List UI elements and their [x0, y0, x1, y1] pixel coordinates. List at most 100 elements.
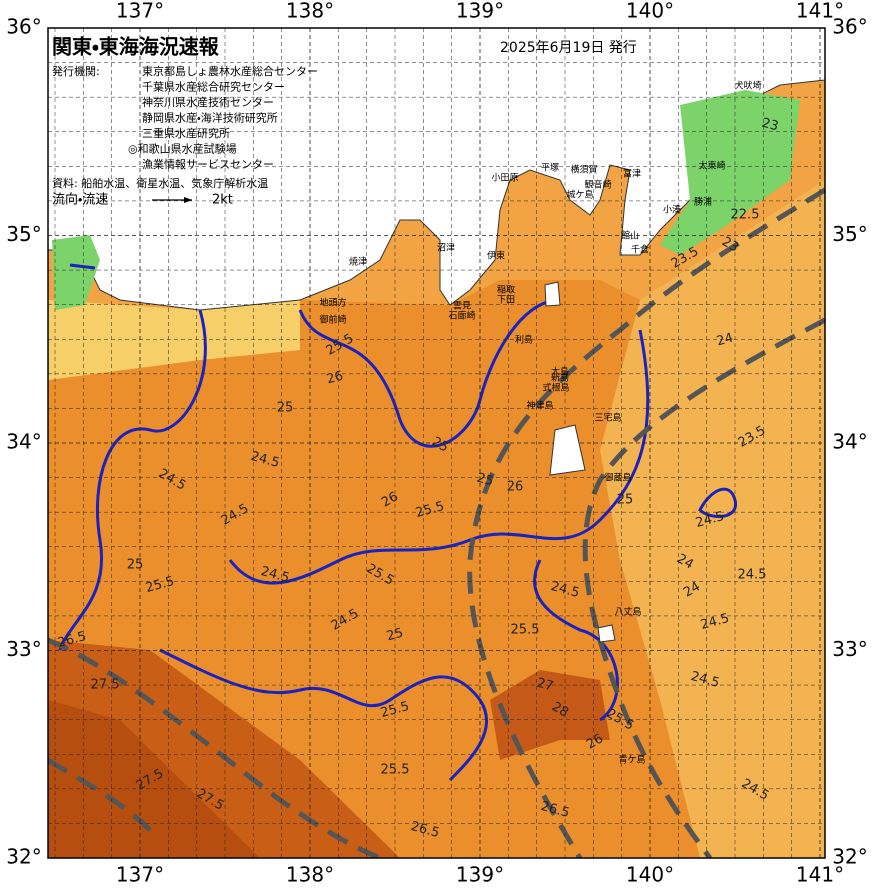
isotherm-label: 26.5 — [409, 819, 441, 841]
isotherm-label: 24.5 — [738, 568, 767, 583]
island — [597, 624, 616, 643]
isotherm-label: 24 — [681, 579, 703, 600]
lon-label: 139° — [456, 863, 504, 887]
isotherm-label: 25.5 — [379, 699, 411, 721]
place-name: 館山 — [621, 230, 639, 242]
lon-label: 137° — [116, 863, 164, 887]
isotherm-label: 22.5 — [731, 208, 760, 223]
isotherm-label: 24.5 — [259, 564, 291, 586]
cold-water — [52, 235, 100, 310]
isotherm-label: 25 — [277, 401, 294, 416]
issuer: 三重県水産研究所 — [142, 126, 230, 140]
lon-label: 137° — [116, 0, 164, 23]
place-name: 平塚 — [541, 163, 559, 174]
place-name: 小湊 — [663, 204, 681, 216]
lat-label: 32° — [6, 845, 41, 869]
lon-label: 138° — [286, 0, 334, 23]
isotherm-line — [69, 263, 96, 270]
flow-legend-scale: 2kt — [212, 193, 233, 208]
place-name: 石廊崎 — [448, 310, 475, 322]
kuroshio-edge — [48, 637, 381, 858]
place-name: 利島 — [515, 334, 533, 346]
place-name: 沼津 — [437, 243, 455, 254]
isotherm-label: 23 — [760, 116, 780, 135]
isotherm-label: 26 — [379, 489, 401, 510]
isotherm-label: 24 — [715, 331, 735, 350]
source-note: 資料: 船舶水温、衛星水温、気象庁解析水温 — [52, 176, 268, 190]
place-name: 横須賀 — [570, 164, 597, 176]
isotherm-label: 26 — [584, 731, 606, 752]
issuer: 神奈川県水産技術センター — [142, 95, 274, 109]
isotherm-label: 25 — [127, 558, 144, 573]
isotherm-label: 25 — [475, 471, 495, 490]
isotherm-line — [159, 648, 488, 782]
issuer-label: 発行機関: — [52, 64, 100, 78]
place-name: 富津 — [623, 168, 641, 180]
lat-label: 34° — [832, 430, 867, 454]
graticule — [48, 28, 825, 858]
island — [544, 281, 561, 307]
isotherm-label: 25 — [429, 434, 451, 455]
lat-label: 34° — [6, 430, 41, 454]
isotherm-label: 25 — [385, 626, 405, 645]
issuer: 東京都島しょ農林水産総合センター — [142, 64, 318, 78]
lat-label: 33° — [6, 637, 41, 661]
issuer: 千葉県水産総合研究センター — [142, 80, 285, 94]
isotherm-line — [533, 559, 619, 722]
isotherm-label: 25 — [617, 493, 634, 508]
place-name: 新島 — [551, 372, 569, 384]
isotherm-label: 25.5 — [511, 623, 540, 638]
place-name: 千倉 — [631, 245, 649, 256]
place-name: 稲取 — [497, 284, 515, 296]
sea-cool — [600, 180, 825, 858]
place-name: 八丈島 — [614, 606, 641, 618]
lon-label: 138° — [286, 863, 334, 887]
issuer: 漁業情報サービスセンター — [142, 157, 274, 171]
place-name: 三宅島 — [594, 412, 621, 424]
isotherm-label: 25.5 — [381, 763, 410, 778]
sea-hotter — [48, 700, 260, 858]
lat-label: 33° — [832, 637, 867, 661]
isotherm-line — [58, 309, 207, 651]
place-name: 勝浦 — [694, 196, 712, 208]
isotherm-label: 24.5 — [549, 579, 581, 601]
lon-label: 141° — [796, 0, 844, 23]
flow-legend-label: 流向・流速 — [52, 192, 108, 208]
isotherm-line — [298, 298, 561, 448]
cold-water — [660, 90, 800, 255]
place-name: 大島 — [551, 366, 569, 378]
place-name: 小田原 — [491, 173, 518, 184]
place-name: 焼津 — [349, 257, 367, 268]
isotherm-label: 24.5 — [694, 509, 726, 531]
place-name: 御前崎 — [319, 314, 346, 326]
place-name: 太東崎 — [698, 160, 725, 172]
map-title: 関東・東海海況速報 — [52, 35, 220, 59]
map-body — [48, 28, 825, 858]
lat-label: 35° — [6, 222, 41, 246]
isotherm-label: 23 — [719, 234, 741, 255]
flow-legend-arrow — [184, 197, 192, 203]
isotherm-label: 26.5 — [539, 799, 571, 821]
lat-label: 32° — [832, 845, 867, 869]
isotherm-label: 24.5 — [249, 449, 281, 471]
isotherm-label: 26 — [325, 369, 345, 388]
isotherm-label: 26 — [507, 480, 524, 495]
place-name: 伊東 — [487, 250, 505, 262]
isotherm-label: 27.5 — [91, 678, 120, 693]
labels: 関東・東海海況速報 2025年6月19日 発行 発行機関: 資料: 船舶水温、衛… — [6, 0, 867, 887]
isotherm-label: 24.5 — [689, 669, 721, 691]
isotherm-label: 25.5 — [144, 574, 176, 596]
place-name: 城ケ島 — [566, 189, 593, 201]
issue-date: 2025年6月19日 発行 — [500, 40, 637, 56]
sea-warm-eddy — [490, 670, 610, 760]
place-name: 青ケ島 — [618, 754, 645, 766]
lat-label: 36° — [832, 15, 867, 39]
issuer: ◎和歌山県水産試験場 — [128, 142, 237, 156]
isotherm-label: 27 — [535, 676, 555, 695]
lon-label: 141° — [796, 863, 844, 887]
isotherm-label: 26.5 — [56, 629, 88, 651]
issuer: 静岡県水産・海洋技術研究所 — [142, 111, 278, 125]
isotherm-label: 25.5 — [414, 499, 446, 521]
isotherm-label: 24 — [674, 551, 696, 572]
